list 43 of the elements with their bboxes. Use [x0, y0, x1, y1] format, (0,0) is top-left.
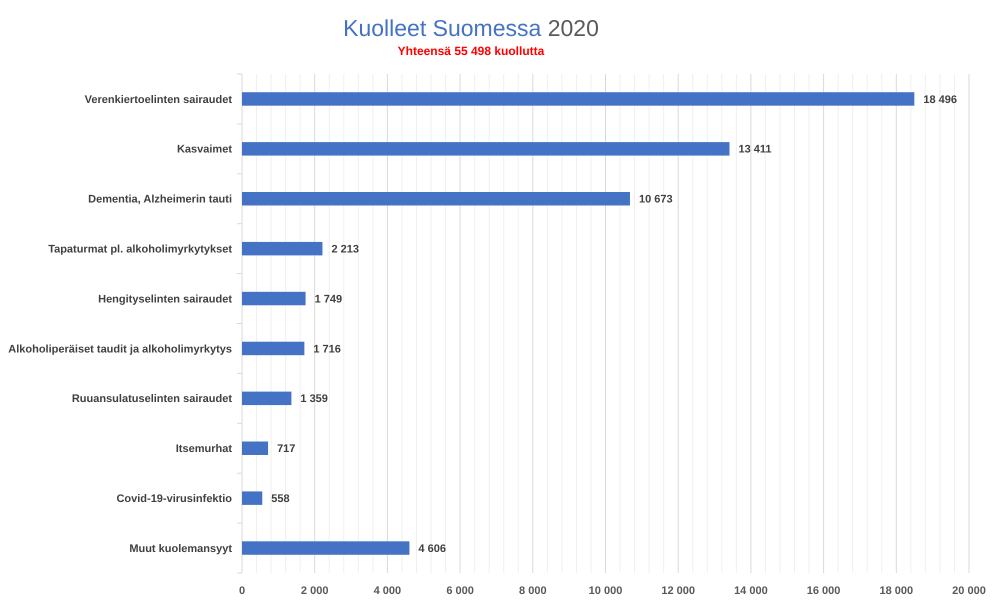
data-label: 558 [271, 493, 290, 505]
x-tick-label: 14 000 [734, 585, 768, 597]
bar [242, 491, 262, 505]
y-tick-label: Dementia, Alzheimerin tauti [88, 194, 232, 206]
y-tick-label: Covid-19-virusinfektio [116, 493, 232, 505]
y-tick-label: Kasvaimet [176, 144, 232, 156]
bar [242, 392, 292, 406]
y-tick-label: Verenkiertoelinten sairaudet [84, 94, 232, 106]
x-tick-label: 8 000 [519, 585, 547, 597]
x-tick-label: 2 000 [300, 585, 328, 597]
chart-title: Kuolleet Suomessa 2020 [343, 15, 599, 41]
bar [242, 92, 914, 106]
data-label: 13 411 [738, 144, 772, 156]
bar [242, 192, 630, 206]
x-tick-label: 12 000 [661, 585, 696, 597]
data-label: 1 359 [300, 393, 328, 406]
x-tick-label: 18 000 [879, 585, 914, 597]
data-label: 1 749 [314, 293, 342, 306]
bar [242, 142, 730, 156]
y-tick-label: Tapaturmat pl. alkoholimyrkytykset [48, 244, 232, 256]
x-tick-label: 10 000 [588, 585, 622, 597]
x-tick-label: 4 000 [374, 585, 402, 597]
x-tick-label: 16 000 [806, 585, 840, 597]
bar [242, 442, 268, 455]
x-tick-label: 20 000 [952, 585, 986, 597]
data-label: 4 606 [418, 542, 446, 555]
x-tick-label: 6 000 [446, 585, 474, 597]
bar [242, 541, 410, 555]
data-label: 1 716 [313, 343, 341, 356]
y-tick-label: Muut kuolemansyyt [129, 542, 232, 555]
data-label: 717 [277, 443, 296, 456]
chart-subtitle: Yhteensä 55 498 kuollutta [398, 44, 545, 58]
data-label: 2 213 [331, 244, 359, 256]
y-tick-label: Alkoholiperäiset taudit ja alkoholimyrkytys [8, 343, 232, 356]
bar [242, 242, 322, 256]
bar [242, 292, 306, 306]
data-label: 10 673 [638, 194, 673, 206]
bar [242, 342, 304, 356]
data-label: 18 496 [923, 94, 957, 106]
y-tick-label: Ruuansulatuselinten sairaudet [72, 393, 232, 406]
y-tick-label: Hengityselinten sairaudet [98, 293, 232, 306]
y-tick-label: Itsemurhat [176, 443, 232, 456]
x-tick-label: 0 [238, 585, 246, 597]
